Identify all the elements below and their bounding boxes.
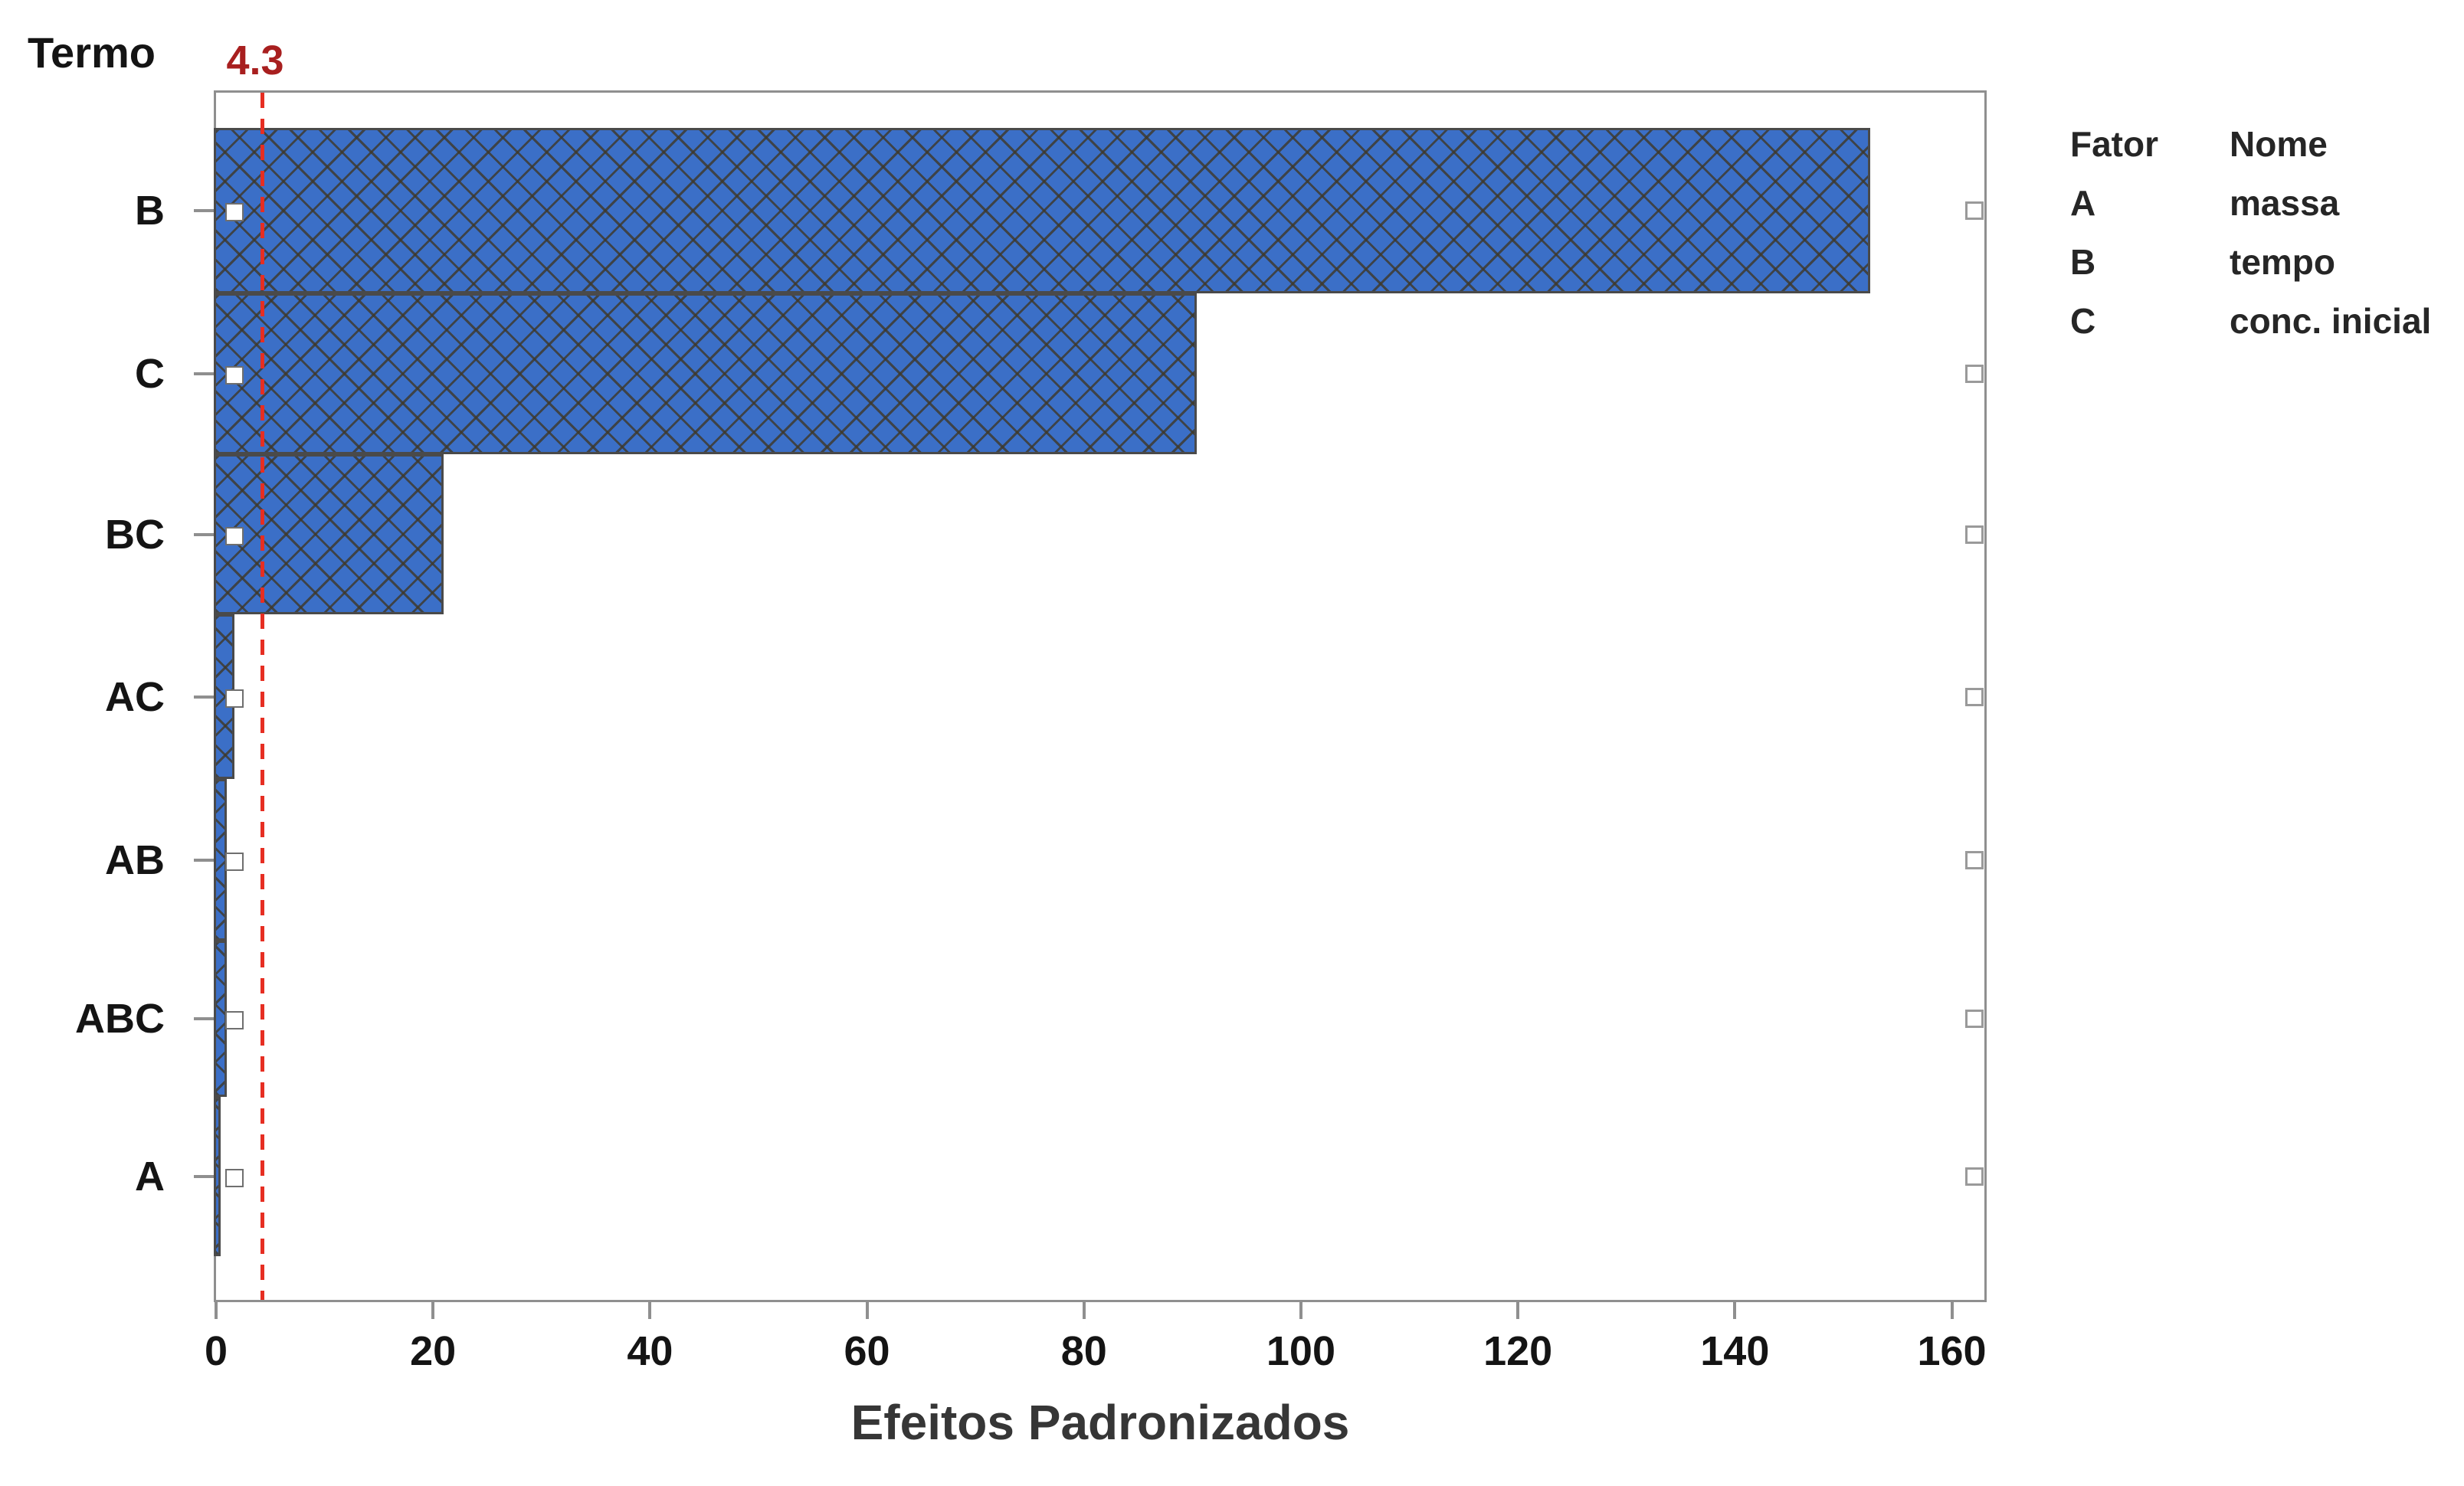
selection-handle-ac[interactable] [1965,687,1984,706]
bar-selection-marker-ac[interactable] [225,689,244,708]
selection-handle-abc[interactable] [1965,1010,1984,1028]
x-tick-label-20: 20 [410,1328,457,1374]
legend-factor-b: B [2070,242,2096,282]
y-axis-tick-c [194,372,214,375]
x-axis-tick-0 [215,1302,218,1319]
x-axis-tick-20 [431,1302,435,1319]
x-axis-tick-80 [1082,1302,1086,1319]
x-tick-label-0: 0 [204,1328,228,1374]
x-axis-tick-160 [1950,1302,1954,1319]
legend-factor-c: C [2070,301,2096,341]
category-label-bc: BC [105,511,165,558]
legend-header: Fator Nome [2070,115,2431,174]
category-label-ab: AB [105,836,165,883]
x-tick-label-140: 140 [1700,1328,1770,1374]
legend-header-fator: Fator [2070,124,2158,164]
category-label-c: C [135,351,165,397]
x-axis-title: Efeitos Padronizados [850,1395,1350,1450]
legend-name-a: massa [2230,183,2340,223]
bar-selection-marker-abc[interactable] [225,1011,244,1029]
x-tick-label-80: 80 [1060,1328,1107,1374]
x-tick-label-100: 100 [1266,1328,1335,1374]
x-tick-label-120: 120 [1483,1328,1553,1374]
y-axis-tick-b [194,209,214,212]
bar-selection-marker-c[interactable] [225,366,244,385]
bar-bc[interactable] [214,454,444,614]
y-axis-tick-bc [194,532,214,536]
x-axis-tick-140 [1733,1302,1737,1319]
legend-name-b: tempo [2230,242,2335,282]
selection-handle-c[interactable] [1965,365,1984,383]
legend-name-c: conc. inicial [2230,301,2432,341]
y-axis-tick-ab [194,858,214,862]
plot-area: B C BC AC AB ABC A 0 20 40 60 80 100 120 140 160 [75,90,1987,1373]
bar-selection-marker-b[interactable] [225,203,244,221]
x-tick-label-160: 160 [1917,1328,1987,1374]
bar-selection-marker-bc[interactable] [225,526,244,545]
reference-line-label: 4.3 [226,38,284,83]
legend-header-nome: Nome [2230,124,2328,164]
selection-handle-b[interactable] [1965,201,1984,220]
bar-selection-marker-ab[interactable] [225,852,244,871]
x-tick-label-60: 60 [844,1328,890,1374]
x-axis-tick-100 [1299,1302,1302,1319]
y-axis-title: Termo [28,28,156,77]
bar-a[interactable] [214,1097,221,1256]
y-axis-tick-ac [194,695,214,699]
legend-factor-a: A [2070,183,2096,223]
bar-c[interactable] [214,293,1198,454]
y-axis-tick-abc [194,1017,214,1020]
y-axis-tick-a [194,1175,214,1178]
reference-line [260,93,265,1300]
x-axis-tick-60 [865,1302,869,1319]
selection-handle-bc[interactable] [1965,525,1984,544]
category-label-a: A [135,1154,165,1200]
category-label-abc: ABC [75,996,165,1042]
bar-b[interactable] [214,128,1871,293]
x-tick-label-40: 40 [627,1328,673,1374]
selection-handle-a[interactable] [1965,1167,1984,1186]
x-axis-tick-40 [648,1302,652,1319]
x-axis-tick-120 [1516,1302,1520,1319]
category-label-ac: AC [105,673,165,720]
category-label-b: B [135,188,165,234]
selection-handle-ab[interactable] [1965,850,1984,869]
bar-selection-marker-a[interactable] [225,1169,244,1187]
